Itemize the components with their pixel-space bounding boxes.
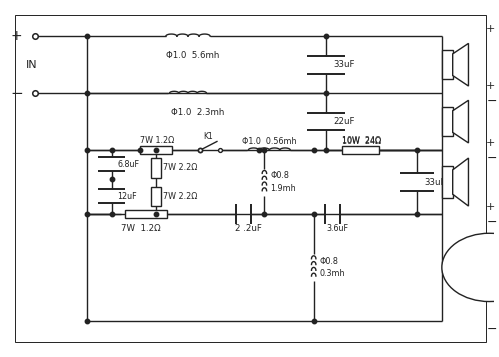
Polygon shape	[453, 100, 469, 143]
Text: 3.6uF: 3.6uF	[326, 225, 348, 233]
Text: 7W 2.2Ω: 7W 2.2Ω	[163, 192, 198, 201]
Text: −: −	[486, 216, 497, 229]
Text: +: +	[10, 29, 22, 43]
Text: +: +	[486, 202, 496, 212]
Text: Φ1.0  2.3mh: Φ1.0 2.3mh	[171, 108, 224, 117]
Text: 10W  24Ω: 10W 24Ω	[342, 136, 381, 145]
Bar	[151, 186, 161, 206]
Bar	[442, 107, 453, 136]
Text: 22uF: 22uF	[333, 117, 354, 126]
Text: 33uF: 33uF	[424, 177, 446, 187]
Text: 1.9mh: 1.9mh	[270, 184, 296, 193]
Text: 7W 2.2Ω: 7W 2.2Ω	[163, 164, 198, 172]
Text: IN: IN	[26, 60, 38, 70]
Bar	[442, 166, 453, 198]
Text: Φ0.8: Φ0.8	[319, 257, 338, 266]
Text: 0.3mh: 0.3mh	[319, 268, 345, 278]
Text: 6.8uF: 6.8uF	[118, 160, 140, 169]
Bar	[125, 210, 167, 218]
Bar	[342, 146, 379, 154]
Text: 2 .2uF: 2 .2uF	[235, 225, 261, 233]
Text: −: −	[486, 152, 497, 165]
Text: +: +	[486, 81, 496, 91]
Text: 7W  1.2Ω: 7W 1.2Ω	[121, 225, 161, 233]
Text: Φ0.8: Φ0.8	[270, 171, 289, 180]
Text: 10W  24Ω: 10W 24Ω	[342, 137, 381, 146]
Text: 33uF: 33uF	[333, 60, 354, 69]
Polygon shape	[453, 158, 469, 206]
Text: Φ1.0  0.56mh: Φ1.0 0.56mh	[242, 137, 297, 146]
Text: 7W 1.2Ω: 7W 1.2Ω	[140, 136, 174, 145]
Polygon shape	[453, 43, 469, 86]
Bar	[442, 50, 453, 79]
Text: Φ1.0  5.6mh: Φ1.0 5.6mh	[166, 51, 220, 60]
Circle shape	[442, 233, 499, 302]
Text: K1: K1	[203, 132, 213, 141]
Text: −: −	[486, 322, 497, 336]
Text: −: −	[10, 86, 23, 101]
Bar	[140, 146, 172, 154]
Text: +: +	[486, 138, 496, 148]
Text: +: +	[486, 25, 496, 35]
Bar	[151, 158, 161, 178]
Text: −: −	[486, 95, 497, 108]
Text: 12uF: 12uF	[118, 192, 137, 201]
